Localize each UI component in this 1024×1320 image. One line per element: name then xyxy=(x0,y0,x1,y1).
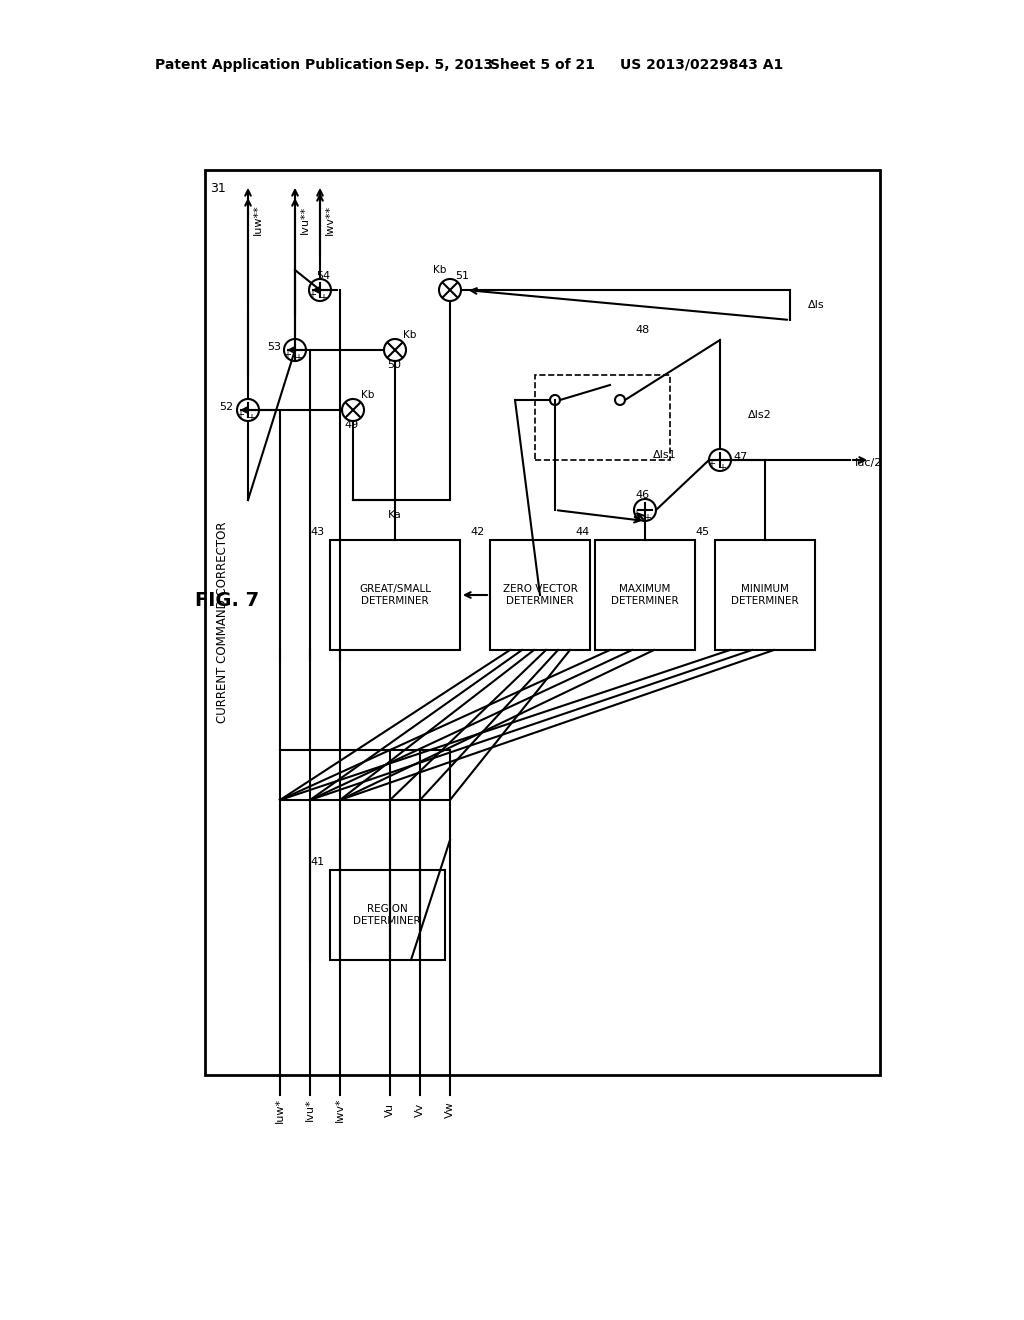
Text: +: + xyxy=(283,350,291,360)
Text: Vw: Vw xyxy=(445,1102,455,1118)
Text: MAXIMUM
DETERMINER: MAXIMUM DETERMINER xyxy=(611,585,679,606)
Bar xyxy=(330,540,460,649)
Text: 51: 51 xyxy=(455,271,469,281)
Text: 42: 42 xyxy=(471,527,485,537)
Text: +: + xyxy=(294,352,302,363)
Text: 49: 49 xyxy=(345,420,359,430)
Text: 54: 54 xyxy=(316,271,330,281)
Text: +: + xyxy=(247,413,255,422)
Text: ZERO VECTOR
DETERMINER: ZERO VECTOR DETERMINER xyxy=(503,585,578,606)
Text: Kb: Kb xyxy=(433,265,446,275)
Text: Ivu*: Ivu* xyxy=(305,1098,315,1121)
Text: Iuw*: Iuw* xyxy=(275,1097,285,1122)
Text: 45: 45 xyxy=(696,527,710,537)
Circle shape xyxy=(309,279,331,301)
Text: Ka: Ka xyxy=(388,510,402,520)
Text: Patent Application Publication: Patent Application Publication xyxy=(155,58,393,73)
Text: Vu: Vu xyxy=(385,1104,395,1117)
Text: 47: 47 xyxy=(733,451,748,462)
Text: Vv: Vv xyxy=(415,1104,425,1117)
Text: FIG. 7: FIG. 7 xyxy=(195,590,259,610)
Text: 31: 31 xyxy=(210,181,225,194)
Circle shape xyxy=(237,399,259,421)
Text: CURRENT COMMAND CORRECTOR: CURRENT COMMAND CORRECTOR xyxy=(216,521,229,723)
Text: 46: 46 xyxy=(636,490,650,500)
Circle shape xyxy=(439,279,461,301)
Circle shape xyxy=(384,339,406,360)
Text: REGION
DETERMINER: REGION DETERMINER xyxy=(353,904,421,925)
Text: Sep. 5, 2013: Sep. 5, 2013 xyxy=(395,58,494,73)
Text: ΔIs2: ΔIs2 xyxy=(749,411,772,420)
Circle shape xyxy=(634,499,656,521)
Circle shape xyxy=(550,395,560,405)
Text: Sheet 5 of 21: Sheet 5 of 21 xyxy=(490,58,595,73)
Text: ΔIs: ΔIs xyxy=(808,300,824,310)
Circle shape xyxy=(284,339,306,360)
Text: +: + xyxy=(643,513,651,523)
Text: 44: 44 xyxy=(575,527,590,537)
Text: 48: 48 xyxy=(635,325,649,335)
Text: 50: 50 xyxy=(387,360,401,370)
Text: +: + xyxy=(236,411,244,420)
Text: 41: 41 xyxy=(311,857,325,867)
Circle shape xyxy=(709,449,731,471)
Circle shape xyxy=(615,395,625,405)
Text: +: + xyxy=(632,510,640,519)
Text: Iwv*: Iwv* xyxy=(335,1098,345,1122)
Text: +: + xyxy=(718,463,726,473)
Text: +: + xyxy=(319,293,327,304)
Text: Iuw**: Iuw** xyxy=(253,205,263,235)
Text: +: + xyxy=(707,459,715,469)
Text: ΔIs1: ΔIs1 xyxy=(653,450,677,459)
Text: 52: 52 xyxy=(219,403,233,412)
Text: Ivu**: Ivu** xyxy=(300,206,310,234)
Circle shape xyxy=(342,399,364,421)
Bar xyxy=(535,375,670,459)
Text: US 2013/0229843 A1: US 2013/0229843 A1 xyxy=(620,58,783,73)
Text: Kb: Kb xyxy=(403,330,417,341)
Text: +: + xyxy=(308,290,316,300)
Text: GREAT/SMALL
DETERMINER: GREAT/SMALL DETERMINER xyxy=(359,585,431,606)
Text: Idc/2: Idc/2 xyxy=(855,458,883,469)
Text: MINIMUM
DETERMINER: MINIMUM DETERMINER xyxy=(731,585,799,606)
Bar xyxy=(595,540,695,649)
Bar xyxy=(330,870,445,960)
Text: 53: 53 xyxy=(267,342,281,352)
Bar xyxy=(490,540,590,649)
Text: Kb: Kb xyxy=(361,389,375,400)
Text: Iwv**: Iwv** xyxy=(325,205,335,235)
Bar xyxy=(205,170,880,1074)
Bar xyxy=(715,540,815,649)
Text: 43: 43 xyxy=(311,527,325,537)
